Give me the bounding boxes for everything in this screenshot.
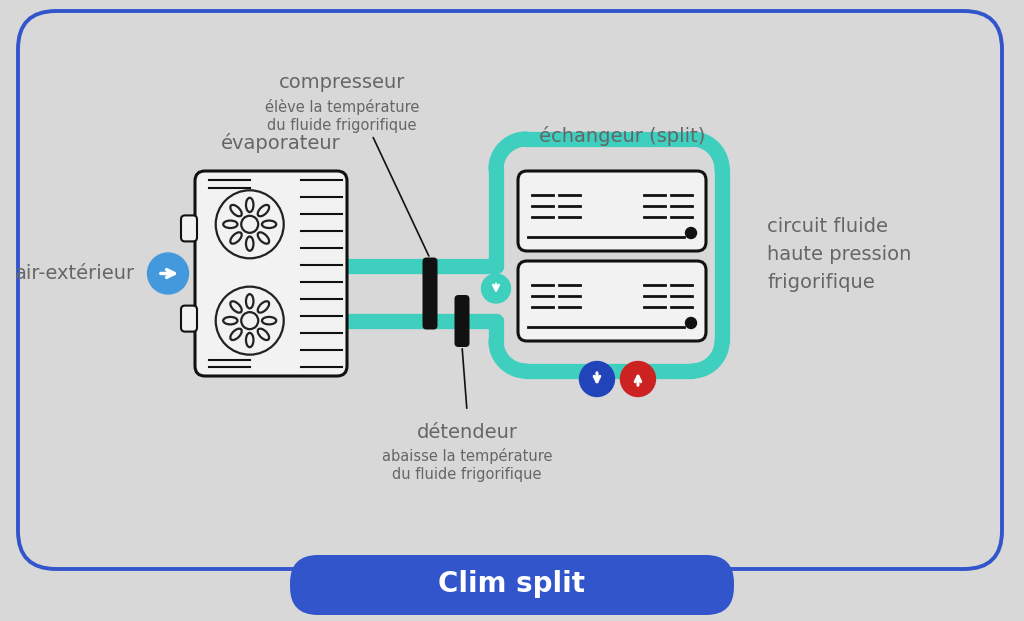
Text: circuit fluide
haute pression
frigorifique: circuit fluide haute pression frigorifiq…: [767, 217, 911, 292]
Text: Clim split: Clim split: [438, 571, 586, 599]
Text: évaporateur: évaporateur: [221, 133, 341, 153]
Circle shape: [580, 361, 614, 396]
Circle shape: [481, 274, 511, 303]
Text: échangeur (split): échangeur (split): [539, 126, 706, 146]
FancyBboxPatch shape: [518, 261, 706, 341]
Text: élève la température
du fluide frigorifique: élève la température du fluide frigorifi…: [265, 99, 419, 133]
FancyBboxPatch shape: [195, 171, 347, 376]
Circle shape: [685, 227, 696, 238]
Text: abaisse la température
du fluide frigorifique: abaisse la température du fluide frigori…: [382, 448, 552, 482]
Text: air-extérieur: air-extérieur: [15, 264, 135, 283]
Circle shape: [147, 253, 188, 294]
Circle shape: [685, 317, 696, 329]
FancyBboxPatch shape: [181, 306, 197, 332]
FancyBboxPatch shape: [455, 295, 469, 347]
FancyBboxPatch shape: [423, 258, 437, 330]
Text: compresseur: compresseur: [279, 73, 406, 93]
FancyBboxPatch shape: [518, 171, 706, 251]
Text: détendeur: détendeur: [417, 424, 517, 443]
FancyBboxPatch shape: [181, 215, 197, 242]
FancyBboxPatch shape: [290, 555, 734, 615]
FancyBboxPatch shape: [18, 11, 1002, 569]
Circle shape: [621, 361, 655, 396]
